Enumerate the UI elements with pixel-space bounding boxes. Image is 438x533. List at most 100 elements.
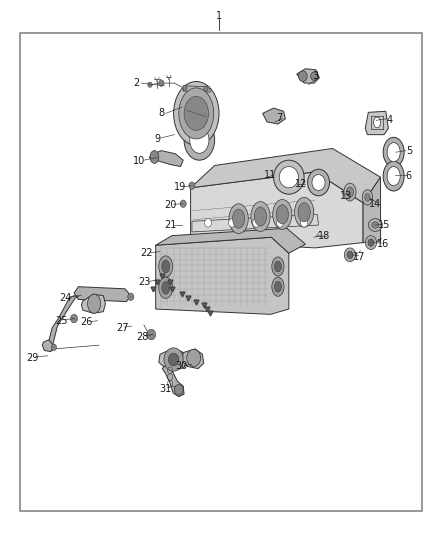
- Polygon shape: [81, 294, 106, 313]
- Ellipse shape: [274, 160, 304, 194]
- Ellipse shape: [368, 219, 382, 231]
- Ellipse shape: [205, 219, 212, 227]
- Text: 18: 18: [318, 231, 330, 241]
- Ellipse shape: [162, 281, 170, 294]
- Ellipse shape: [51, 344, 57, 351]
- Ellipse shape: [173, 82, 219, 146]
- Text: 26: 26: [80, 317, 92, 327]
- Ellipse shape: [300, 219, 307, 227]
- Polygon shape: [74, 287, 131, 302]
- Polygon shape: [191, 149, 381, 203]
- Text: 29: 29: [26, 353, 38, 363]
- Text: 19: 19: [173, 182, 186, 192]
- Ellipse shape: [347, 251, 353, 259]
- Text: 16: 16: [377, 239, 389, 249]
- Ellipse shape: [159, 256, 173, 277]
- Ellipse shape: [383, 161, 404, 191]
- Ellipse shape: [204, 86, 208, 92]
- Text: 12: 12: [295, 179, 307, 189]
- Text: 21: 21: [164, 220, 176, 230]
- Polygon shape: [365, 111, 389, 135]
- Text: 30: 30: [176, 361, 188, 372]
- Ellipse shape: [184, 120, 215, 160]
- Polygon shape: [263, 108, 286, 124]
- Ellipse shape: [365, 236, 377, 249]
- Ellipse shape: [164, 348, 183, 371]
- Text: 2: 2: [133, 78, 139, 88]
- Ellipse shape: [344, 248, 356, 262]
- Ellipse shape: [180, 200, 186, 207]
- Polygon shape: [159, 349, 187, 370]
- Ellipse shape: [254, 207, 267, 226]
- Text: 31: 31: [159, 384, 172, 394]
- Polygon shape: [192, 214, 318, 232]
- Ellipse shape: [148, 82, 152, 87]
- Polygon shape: [42, 340, 54, 352]
- Ellipse shape: [229, 204, 248, 233]
- Ellipse shape: [298, 203, 310, 222]
- Ellipse shape: [174, 384, 183, 395]
- Text: 1: 1: [216, 11, 222, 21]
- Ellipse shape: [365, 193, 370, 201]
- Polygon shape: [149, 151, 183, 166]
- Ellipse shape: [273, 199, 292, 229]
- Ellipse shape: [147, 329, 155, 340]
- Polygon shape: [191, 172, 363, 248]
- Ellipse shape: [344, 183, 356, 201]
- Text: 15: 15: [378, 220, 390, 230]
- Text: 11: 11: [265, 170, 277, 180]
- Text: 9: 9: [154, 134, 160, 144]
- Ellipse shape: [251, 201, 270, 231]
- Ellipse shape: [275, 261, 282, 272]
- Ellipse shape: [272, 277, 284, 296]
- Ellipse shape: [272, 257, 284, 276]
- Ellipse shape: [159, 277, 173, 298]
- Text: 5: 5: [406, 146, 412, 156]
- Text: 7: 7: [276, 112, 283, 123]
- Polygon shape: [363, 177, 381, 243]
- Ellipse shape: [190, 127, 209, 154]
- Ellipse shape: [71, 314, 78, 323]
- Ellipse shape: [275, 281, 282, 292]
- Ellipse shape: [277, 219, 284, 227]
- Polygon shape: [155, 237, 289, 314]
- Text: 3: 3: [312, 71, 318, 81]
- Polygon shape: [297, 69, 319, 83]
- Ellipse shape: [150, 151, 159, 164]
- Polygon shape: [162, 366, 184, 397]
- Ellipse shape: [298, 71, 307, 82]
- Ellipse shape: [307, 169, 329, 196]
- Text: 14: 14: [369, 199, 381, 209]
- Ellipse shape: [311, 72, 318, 80]
- Ellipse shape: [162, 260, 170, 273]
- Polygon shape: [48, 296, 78, 351]
- Text: 17: 17: [353, 252, 366, 262]
- Ellipse shape: [362, 190, 373, 205]
- Text: 25: 25: [56, 316, 68, 326]
- Ellipse shape: [159, 80, 164, 86]
- Text: 4: 4: [386, 115, 392, 125]
- Text: 20: 20: [164, 200, 176, 211]
- Ellipse shape: [374, 117, 381, 128]
- Text: 24: 24: [59, 293, 71, 303]
- Ellipse shape: [229, 219, 236, 227]
- Ellipse shape: [189, 182, 195, 189]
- Ellipse shape: [88, 294, 101, 313]
- Text: 27: 27: [116, 322, 128, 333]
- Text: 28: 28: [136, 332, 149, 342]
- Polygon shape: [182, 349, 204, 368]
- Text: 22: 22: [141, 248, 153, 258]
- Ellipse shape: [368, 239, 374, 246]
- Polygon shape: [155, 228, 305, 253]
- Ellipse shape: [372, 222, 379, 228]
- Ellipse shape: [253, 219, 260, 227]
- Text: 23: 23: [138, 278, 151, 287]
- Ellipse shape: [387, 143, 400, 162]
- Ellipse shape: [179, 88, 214, 139]
- Ellipse shape: [279, 166, 298, 188]
- Ellipse shape: [168, 353, 179, 366]
- Ellipse shape: [294, 197, 314, 227]
- Ellipse shape: [346, 187, 353, 197]
- Text: 13: 13: [339, 191, 352, 201]
- Ellipse shape: [276, 205, 288, 224]
